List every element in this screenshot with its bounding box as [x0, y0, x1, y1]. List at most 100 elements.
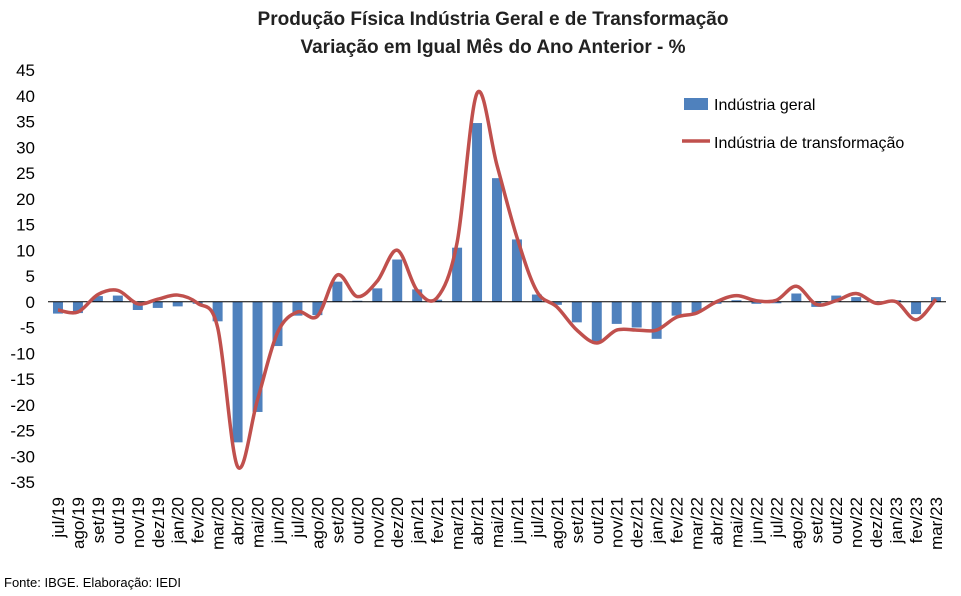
y-tick-label: -35 — [10, 473, 35, 492]
series-line — [57, 89, 938, 470]
bar — [252, 301, 263, 412]
bar — [591, 301, 602, 342]
x-tick-label: dez/21 — [628, 497, 647, 548]
bar — [651, 301, 662, 339]
bar — [472, 123, 483, 302]
x-tick-label: mar/21 — [448, 497, 467, 550]
bar — [412, 289, 423, 302]
bar — [511, 239, 522, 302]
bar — [432, 299, 443, 302]
x-tick-label: set/20 — [328, 497, 347, 543]
y-tick-label: 10 — [16, 241, 35, 260]
x-tick-label: out/22 — [827, 497, 846, 544]
bar — [631, 301, 642, 328]
bar — [132, 301, 143, 310]
x-tick-label: dez/20 — [388, 497, 407, 548]
bar — [911, 301, 922, 315]
x-axis: jul/19 ago/19 set/19 out/19 nov/19 dez/19 jan/… — [49, 497, 946, 550]
x-tick-label: jul/19 — [49, 497, 68, 539]
source-note: Fonte: IBGE. Elaboração: IEDI — [4, 575, 182, 590]
bar — [671, 301, 682, 316]
bar — [52, 301, 63, 314]
x-tick-label: nov/19 — [129, 497, 148, 548]
x-tick-label: jul/21 — [528, 497, 547, 539]
x-tick-label: set/22 — [807, 497, 826, 543]
x-tick-label: fev/23 — [907, 497, 926, 543]
line-series — [57, 89, 938, 470]
bar — [72, 301, 83, 314]
y-tick-label: 20 — [16, 190, 35, 209]
x-tick-label: jun/20 — [268, 497, 287, 544]
y-tick-label: -25 — [10, 422, 35, 441]
y-tick-label: -15 — [10, 370, 35, 389]
x-tick-label: jul/22 — [767, 497, 786, 539]
bar — [452, 247, 463, 302]
y-tick-label: 5 — [26, 267, 35, 286]
x-tick-label: mar/22 — [688, 497, 707, 550]
chart-title: Produção Física Indústria Geral e de Tra… — [258, 9, 729, 30]
x-tick-label: abr/20 — [229, 497, 248, 545]
x-tick-label: jul/20 — [288, 497, 307, 539]
x-tick-label: nov/20 — [368, 497, 387, 548]
legend-line-label: Indústria de transformação — [714, 135, 904, 152]
bar — [372, 288, 383, 302]
legend-bar-swatch — [684, 98, 708, 110]
bar — [272, 301, 283, 347]
x-tick-label: jun/21 — [508, 497, 527, 544]
x-tick-label: nov/21 — [608, 497, 627, 548]
x-tick-label: mai/22 — [727, 497, 746, 548]
bar — [851, 297, 862, 302]
x-tick-label: mai/21 — [488, 497, 507, 548]
bar — [392, 259, 403, 302]
bar — [172, 301, 183, 307]
bar — [571, 301, 582, 323]
x-tick-label: nov/22 — [847, 497, 866, 548]
bar — [232, 301, 243, 443]
bar — [691, 301, 702, 313]
bar — [352, 300, 363, 302]
y-tick-label: 0 — [26, 293, 35, 312]
x-tick-label: fev/22 — [668, 497, 687, 543]
x-tick-label: fev/20 — [189, 497, 208, 543]
y-tick-label: -30 — [10, 447, 35, 466]
x-tick-label: out/19 — [109, 497, 128, 544]
bar — [92, 296, 103, 302]
x-tick-label: ago/21 — [548, 497, 567, 549]
x-tick-label: jan/21 — [408, 497, 427, 544]
x-tick-label: out/21 — [588, 497, 607, 544]
legend-bar-label: Indústria geral — [714, 97, 815, 114]
y-axis: 45 40 35 30 25 20 15 10 5 0 -5 -10 -15 -20 -25 -30 -35 — [10, 61, 35, 492]
bar — [831, 295, 842, 302]
bar — [112, 295, 123, 302]
y-tick-label: 30 — [16, 138, 35, 157]
x-tick-label: jan/22 — [648, 497, 667, 544]
bar — [152, 301, 163, 308]
y-tick-label: 35 — [16, 113, 35, 132]
x-tick-label: jan/23 — [887, 497, 906, 544]
y-tick-label: -5 — [20, 319, 35, 338]
x-tick-label: mar/23 — [927, 497, 946, 550]
x-tick-label: fev/21 — [428, 497, 447, 543]
y-tick-label: 45 — [16, 61, 35, 80]
bar — [312, 301, 323, 316]
bar — [791, 293, 802, 302]
x-tick-label: abr/22 — [708, 497, 727, 545]
x-tick-label: dez/19 — [149, 497, 168, 548]
x-tick-label: set/19 — [89, 497, 108, 543]
bar — [332, 281, 343, 302]
x-tick-label: mar/20 — [209, 497, 228, 550]
legend: Indústria geral Indústria de transformaç… — [682, 97, 904, 152]
y-tick-label: 15 — [16, 216, 35, 235]
bar — [731, 300, 742, 302]
y-tick-label: -20 — [10, 396, 35, 415]
bar — [551, 301, 562, 305]
x-tick-label: out/20 — [348, 497, 367, 544]
chart-subtitle: Variação em Igual Mês do Ano Anterior - … — [300, 37, 685, 58]
x-tick-label: ago/22 — [787, 497, 806, 549]
x-tick-label: ago/20 — [308, 497, 327, 549]
x-tick-label: mai/20 — [249, 497, 268, 548]
y-tick-label: -10 — [10, 344, 35, 363]
bar — [212, 301, 223, 322]
bar — [531, 294, 542, 302]
bar — [771, 301, 782, 304]
